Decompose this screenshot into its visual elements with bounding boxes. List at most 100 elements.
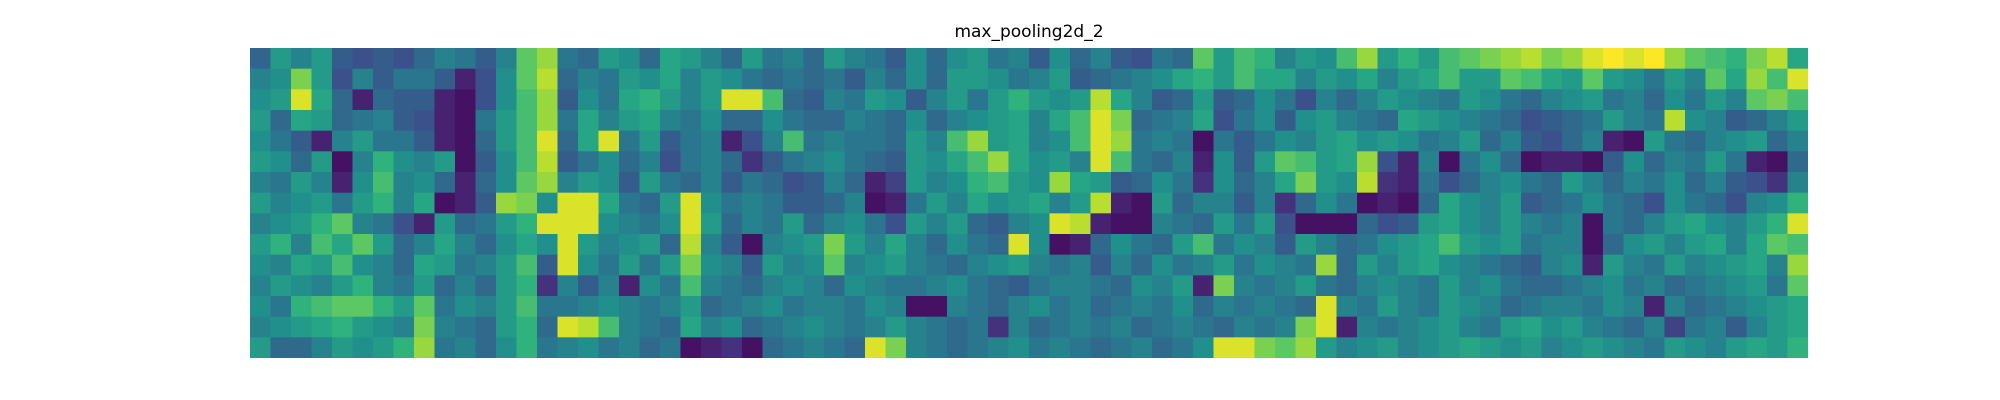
heatmap-cell	[1131, 234, 1153, 256]
heatmap-cell	[1377, 296, 1399, 318]
heatmap-cell	[1275, 213, 1297, 235]
heatmap-cell	[844, 296, 866, 318]
heatmap-cell	[844, 275, 866, 297]
heatmap-cell	[393, 151, 415, 173]
heatmap-cell	[1787, 192, 1808, 214]
heatmap-cell	[1172, 192, 1194, 214]
heatmap-cell	[1480, 275, 1502, 297]
heatmap-cell	[1316, 172, 1338, 194]
heatmap-cell	[1500, 296, 1522, 318]
heatmap-cell	[762, 234, 784, 256]
heatmap-cell	[578, 296, 600, 318]
heatmap-cell	[1541, 68, 1563, 90]
heatmap-cell	[1480, 213, 1502, 235]
heatmap-cell	[1316, 254, 1338, 276]
heatmap-cell	[1193, 234, 1215, 256]
heatmap-cell	[1316, 213, 1338, 235]
heatmap-cell	[1787, 68, 1808, 90]
heatmap-cell	[1603, 110, 1625, 132]
heatmap-cell	[1049, 110, 1071, 132]
heatmap-cell	[1172, 48, 1194, 70]
heatmap-cell	[311, 130, 333, 152]
heatmap-cell	[1131, 110, 1153, 132]
heatmap-cell	[906, 296, 928, 318]
heatmap-cell	[1111, 89, 1133, 111]
heatmap-cell	[947, 110, 969, 132]
heatmap-cell	[1398, 337, 1420, 358]
heatmap-cell	[250, 234, 272, 256]
heatmap-cell	[352, 151, 374, 173]
heatmap-cell	[1295, 151, 1317, 173]
heatmap-cell	[1664, 68, 1686, 90]
heatmap-cell	[660, 337, 682, 358]
heatmap-cell	[1418, 337, 1440, 358]
heatmap-cell	[516, 48, 538, 70]
heatmap-cell	[291, 89, 313, 111]
heatmap-cell	[578, 151, 600, 173]
heatmap-cell	[1131, 275, 1153, 297]
heatmap-cell	[844, 89, 866, 111]
heatmap-cell	[598, 275, 620, 297]
heatmap-cell	[1521, 296, 1543, 318]
heatmap-cell	[639, 172, 661, 194]
heatmap-cell	[1275, 316, 1297, 338]
heatmap-cell	[557, 172, 579, 194]
heatmap-cell	[291, 213, 313, 235]
heatmap-cell	[1398, 254, 1420, 276]
heatmap-cell	[311, 110, 333, 132]
heatmap-cell	[926, 234, 948, 256]
heatmap-cell	[660, 130, 682, 152]
heatmap-cell	[1316, 192, 1338, 214]
heatmap-cell	[598, 130, 620, 152]
heatmap-cell	[1582, 192, 1604, 214]
heatmap-cell	[1685, 213, 1707, 235]
heatmap-cell	[1111, 316, 1133, 338]
heatmap-cell	[250, 48, 272, 70]
heatmap-cell	[926, 192, 948, 214]
heatmap-cell	[1685, 234, 1707, 256]
heatmap-cell	[1521, 151, 1543, 173]
heatmap-cell	[455, 275, 477, 297]
heatmap-cell	[680, 316, 702, 338]
heatmap-cell	[1767, 275, 1789, 297]
heatmap-cell	[988, 316, 1010, 338]
heatmap-cell	[1008, 254, 1030, 276]
heatmap-cell	[947, 337, 969, 358]
heatmap-cell	[1767, 213, 1789, 235]
heatmap-cell	[885, 48, 907, 70]
heatmap-cell	[1254, 151, 1276, 173]
heatmap-cell	[1726, 275, 1748, 297]
heatmap-cell	[1664, 234, 1686, 256]
heatmap-cell	[967, 110, 989, 132]
heatmap-cell	[1029, 337, 1051, 358]
heatmap-cell	[373, 68, 395, 90]
heatmap-cell	[639, 316, 661, 338]
heatmap-cell	[414, 48, 436, 70]
heatmap-cell	[824, 275, 846, 297]
heatmap-cell	[824, 296, 846, 318]
heatmap-cell	[373, 48, 395, 70]
heatmap-cell	[906, 192, 928, 214]
heatmap-cell	[721, 296, 743, 318]
heatmap-cell	[1787, 89, 1808, 111]
heatmap-cell	[1582, 110, 1604, 132]
heatmap-cell	[1070, 130, 1092, 152]
heatmap-cell	[1767, 48, 1789, 70]
heatmap-cell	[1787, 110, 1808, 132]
heatmap-cell	[619, 172, 641, 194]
heatmap-cell	[844, 254, 866, 276]
heatmap-cell	[1644, 151, 1666, 173]
heatmap-cell	[742, 296, 764, 318]
heatmap-cell	[434, 48, 456, 70]
heatmap-cell	[1418, 296, 1440, 318]
heatmap-cell	[414, 151, 436, 173]
heatmap-cell	[1541, 48, 1563, 70]
heatmap-cell	[1664, 89, 1686, 111]
heatmap-cell	[1562, 151, 1584, 173]
heatmap-cell	[1357, 48, 1379, 70]
heatmap-cell	[762, 68, 784, 90]
heatmap-cell	[1234, 234, 1256, 256]
heatmap-cell	[1398, 316, 1420, 338]
heatmap-cell	[1746, 296, 1768, 318]
heatmap-cell	[578, 337, 600, 358]
